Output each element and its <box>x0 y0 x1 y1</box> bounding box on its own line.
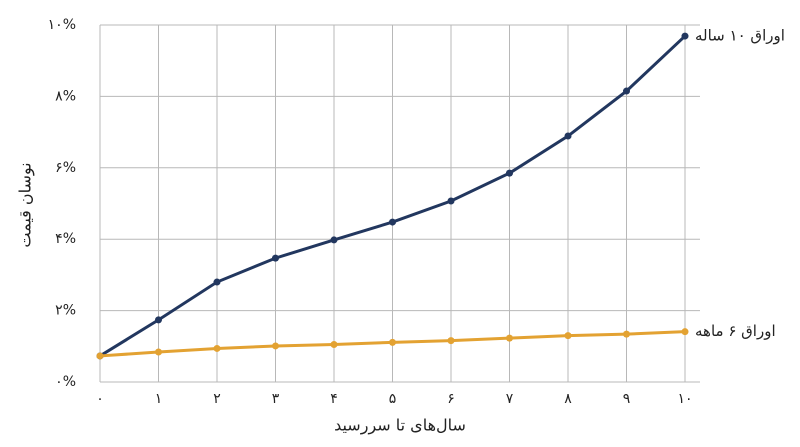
data-point <box>506 334 513 342</box>
data-point <box>389 338 396 346</box>
series-label: اوراق ۱۰ ساله <box>695 27 785 45</box>
y-tick-label: ۱۰% <box>48 17 76 33</box>
data-point <box>564 132 572 140</box>
data-point <box>330 236 338 244</box>
data-point <box>389 218 396 226</box>
data-point <box>330 341 338 349</box>
data-point <box>213 278 221 286</box>
x-tick-label: ۲ <box>213 391 221 407</box>
data-point <box>272 254 279 262</box>
data-point <box>681 328 689 336</box>
x-tick-label: ۱ <box>155 391 163 407</box>
y-tick-label: ۲% <box>55 303 76 319</box>
x-tick-label: ۰ <box>96 391 104 407</box>
x-tick-label: ۹ <box>623 391 631 407</box>
data-point <box>447 337 455 345</box>
y-axis-label: نوسان قیمت <box>16 162 36 247</box>
series-label: اوراق ۶ ماهه <box>695 322 776 340</box>
data-point <box>447 197 455 205</box>
data-point <box>213 344 221 352</box>
y-tick-label: ۰% <box>55 374 76 390</box>
x-tick-label: ۵ <box>389 391 397 407</box>
data-point <box>272 342 279 350</box>
x-tick-label: ۳ <box>272 391 280 407</box>
y-tick-label: ۴% <box>55 231 76 247</box>
y-tick-label: ۸% <box>55 88 76 104</box>
x-tick-label: ۶ <box>447 391 455 407</box>
data-point <box>564 332 572 340</box>
data-point <box>155 316 162 324</box>
data-point <box>96 352 104 360</box>
x-tick-label: ۴ <box>330 391 338 407</box>
y-tick-label: ۶% <box>55 160 76 176</box>
data-point <box>623 330 630 338</box>
data-point <box>623 87 630 95</box>
data-point <box>155 348 162 356</box>
data-point <box>506 169 513 177</box>
data-point <box>681 32 689 40</box>
x-tick-label: ۱۰ <box>677 391 692 407</box>
x-axis-label: سال‌های تا سررسید <box>334 416 466 436</box>
x-tick-label: ۷ <box>506 391 514 407</box>
x-tick-label: ۸ <box>564 391 572 407</box>
